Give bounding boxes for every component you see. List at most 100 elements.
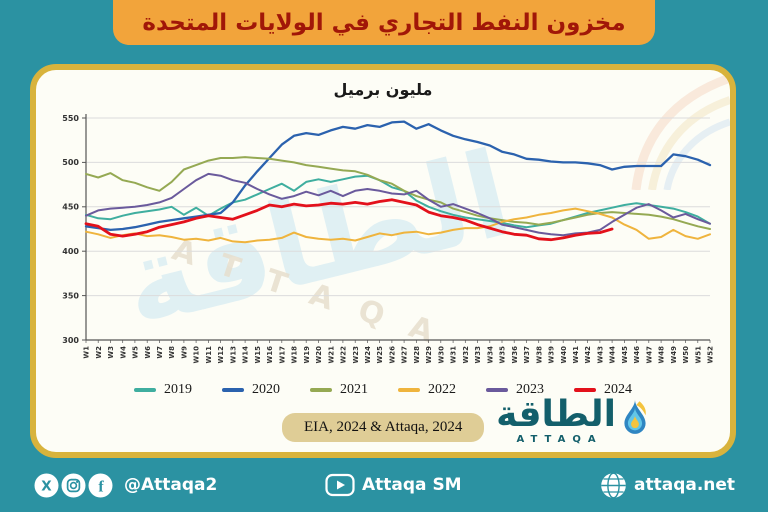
svg-text:W13: W13	[229, 346, 237, 364]
series-line-2020	[84, 120, 712, 232]
svg-text:W29: W29	[425, 346, 433, 364]
svg-text:W23: W23	[352, 346, 360, 364]
svg-text:W33: W33	[474, 346, 482, 364]
svg-text:350: 350	[62, 291, 79, 300]
svg-text:W46: W46	[633, 346, 641, 364]
svg-text:W44: W44	[609, 346, 617, 364]
legend-swatch	[574, 388, 596, 392]
svg-text:300: 300	[62, 336, 79, 345]
svg-text:W9: W9	[181, 346, 189, 359]
x-icon[interactable]: X	[34, 473, 59, 498]
legend-swatch	[486, 388, 508, 392]
svg-text:W4: W4	[119, 346, 127, 359]
series-line-2021	[85, 156, 711, 230]
social-handle[interactable]: @Attaqa2	[124, 475, 218, 495]
website-label[interactable]: attaqa.net	[634, 475, 736, 495]
svg-text:W8: W8	[168, 346, 176, 359]
svg-text:550: 550	[62, 114, 79, 123]
svg-text:W39: W39	[548, 346, 556, 364]
svg-text:W35: W35	[499, 346, 507, 364]
instagram-icon[interactable]	[61, 473, 86, 498]
svg-text:W32: W32	[462, 346, 470, 364]
svg-text:W47: W47	[645, 346, 653, 364]
chart-title: مليون برميل	[333, 80, 433, 99]
svg-text:W34: W34	[486, 346, 494, 364]
svg-text:W41: W41	[572, 346, 580, 364]
svg-text:W20: W20	[315, 346, 323, 364]
svg-text:450: 450	[62, 203, 79, 212]
svg-text:W7: W7	[156, 346, 164, 359]
axes	[82, 114, 711, 343]
svg-text:W15: W15	[254, 346, 262, 364]
svg-text:W45: W45	[621, 346, 629, 364]
legend-swatch	[310, 388, 332, 392]
svg-text:W26: W26	[389, 346, 397, 364]
legend-item-2019: 2019	[134, 382, 192, 398]
svg-text:W50: W50	[682, 346, 690, 364]
svg-text:W40: W40	[560, 346, 568, 364]
svg-text:f: f	[98, 478, 104, 495]
svg-text:W36: W36	[511, 346, 519, 364]
legend-label: 2024	[604, 382, 632, 397]
svg-text:W5: W5	[132, 346, 140, 359]
facebook-icon[interactable]: f	[88, 473, 113, 498]
svg-text:W10: W10	[193, 346, 201, 364]
svg-text:W24: W24	[364, 346, 372, 364]
svg-text:W27: W27	[401, 346, 409, 364]
legend-label: 2019	[164, 382, 192, 397]
youtube-label[interactable]: Attaqa SM	[362, 475, 462, 495]
social-links[interactable]: X f @Attaqa2	[34, 473, 217, 498]
source-label: EIA, 2024 & Attaqa, 2024	[304, 419, 463, 435]
svg-text:W17: W17	[278, 346, 286, 364]
youtube-link[interactable]: Attaqa SM	[325, 473, 462, 497]
series-lines	[84, 120, 712, 244]
y-axis-labels: 300 350 400 450 500 550	[62, 114, 79, 345]
website-link[interactable]: attaqa.net	[600, 471, 736, 499]
svg-text:W19: W19	[303, 346, 311, 364]
legend-item-2022: 2022	[398, 382, 456, 398]
globe-icon[interactable]	[600, 471, 627, 499]
droplet-icon	[624, 399, 646, 434]
svg-text:400: 400	[62, 247, 79, 256]
svg-text:W18: W18	[291, 346, 299, 364]
series-line-2019	[85, 174, 711, 229]
svg-text:W48: W48	[658, 346, 666, 364]
gridlines	[86, 117, 710, 297]
page-title: مخزون النفط التجاري في الولايات المتحدة	[142, 9, 626, 36]
logo-arabic-text: الطاقة	[496, 394, 616, 435]
legend-label: 2022	[428, 382, 456, 397]
legend-swatch	[398, 388, 420, 392]
svg-text:W37: W37	[523, 346, 531, 364]
series-line-2024	[84, 198, 614, 242]
logo-latin-text: ATTAQA	[516, 433, 603, 445]
svg-text:W2: W2	[95, 346, 103, 359]
svg-text:W25: W25	[376, 346, 384, 364]
svg-text:W31: W31	[450, 346, 458, 364]
svg-text:X: X	[41, 478, 52, 494]
svg-text:500: 500	[62, 158, 79, 167]
x-axis-labels: W1 W2 W3 W4 W5 W6 W7 W8 W9 W10 W11 W12 W13 W14 W15 W16 W…	[83, 346, 715, 364]
svg-text:W42: W42	[584, 346, 592, 364]
legend-label: 2023	[516, 382, 544, 397]
legend-item-2023: 2023	[486, 382, 544, 398]
series-line-2023	[85, 172, 711, 237]
attaqa-logo: الطاقة ATTAQA	[496, 396, 650, 445]
svg-text:W21: W21	[327, 346, 335, 364]
svg-text:W3: W3	[107, 346, 115, 359]
youtube-icon[interactable]	[325, 473, 355, 497]
legend-swatch	[222, 388, 244, 392]
svg-text:W22: W22	[340, 346, 348, 364]
svg-text:W28: W28	[413, 346, 421, 364]
legend-item-2024: 2024	[574, 382, 632, 398]
footer-bar: X f @Attaqa2 Attaqa SM	[0, 458, 768, 512]
legend-label: 2020	[252, 382, 280, 397]
svg-text:W1: W1	[83, 346, 91, 359]
title-banner: مخزون النفط التجاري في الولايات المتحدة	[113, 0, 655, 45]
legend-swatch	[134, 388, 156, 392]
chart-card: الطاقة ATTAQA مليون برميل 300 350 400 450 50…	[30, 64, 736, 458]
legend-label: 2021	[340, 382, 368, 397]
svg-text:W14: W14	[242, 346, 250, 364]
svg-text:W43: W43	[597, 346, 605, 364]
svg-text:W16: W16	[266, 346, 274, 364]
